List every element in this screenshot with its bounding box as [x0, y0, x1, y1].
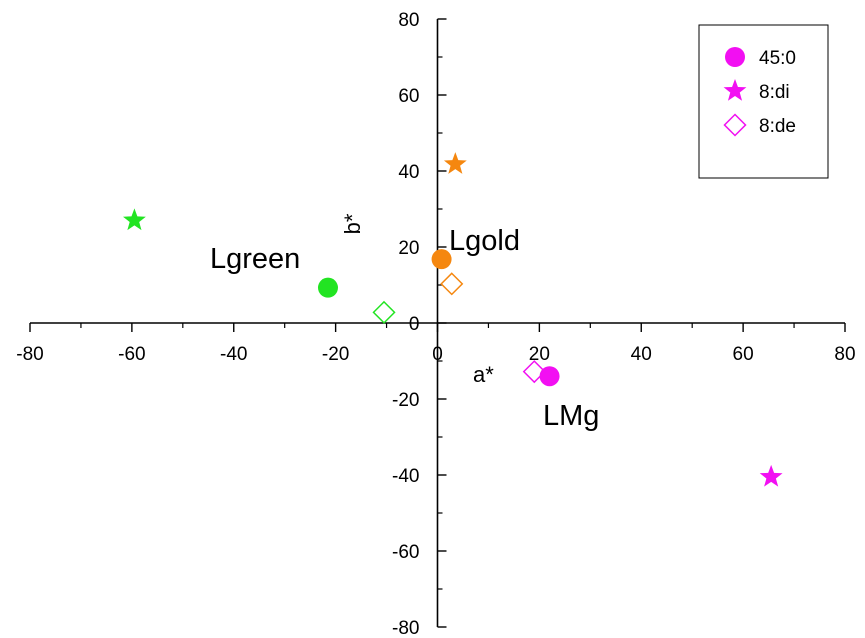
legend-label: 45:0 — [759, 48, 796, 69]
legend-label: 8:di — [759, 82, 790, 103]
x-tick-label: 60 — [733, 344, 754, 365]
x-axis-label: a* — [473, 362, 494, 387]
x-tick-label: 80 — [834, 344, 855, 365]
legend-marker — [723, 113, 747, 137]
y-tick-label: 80 — [398, 10, 419, 31]
x-tick-label: 20 — [529, 344, 550, 365]
star-point — [123, 208, 146, 231]
y-tick-label: 20 — [398, 238, 419, 259]
y-tick-label: 60 — [398, 86, 419, 107]
tick-labels: -80 -60 -40 -20 0 20 40 60 80 -80 -60 -40 -20 0 20 40 60… — [16, 10, 855, 638]
diamond-point — [522, 360, 546, 384]
y-axis-label: b* — [340, 213, 365, 234]
legend-box — [698, 24, 829, 179]
legend-marker — [723, 79, 747, 101]
x-tick-label: -80 — [16, 344, 43, 365]
annotation-lmg: LMg — [543, 400, 599, 432]
circle-point — [317, 277, 338, 298]
x-tick-label: -20 — [322, 344, 349, 365]
data-points — [123, 152, 783, 487]
y-tick-label: -40 — [392, 466, 419, 487]
x-tick-label: 0 — [432, 344, 443, 365]
legend: 45:0 8:di 8:de — [698, 24, 829, 179]
diamond-point — [440, 272, 464, 296]
annotation-lgreen: Lgreen — [210, 243, 300, 275]
x-tick-label: -60 — [118, 344, 145, 365]
y-tick-label: -80 — [392, 618, 419, 638]
y-tick-label: -60 — [392, 542, 419, 563]
legend-marker — [725, 47, 745, 67]
annotation-lgold: Lgold — [449, 225, 520, 257]
legend-label: 8:de — [759, 116, 796, 137]
star-point — [443, 152, 467, 174]
diamond-point — [372, 300, 396, 324]
y-tick-label: -20 — [392, 390, 419, 411]
y-tick-label: 40 — [398, 162, 419, 183]
y-tick-label: 0 — [409, 314, 420, 335]
star-point — [759, 464, 783, 487]
legend-items: 45:0 8:di 8:de — [723, 47, 796, 137]
circle-point — [431, 249, 452, 270]
x-tick-label: -40 — [220, 344, 247, 365]
axes — [29, 18, 846, 628]
x-tick-label: 40 — [631, 344, 652, 365]
